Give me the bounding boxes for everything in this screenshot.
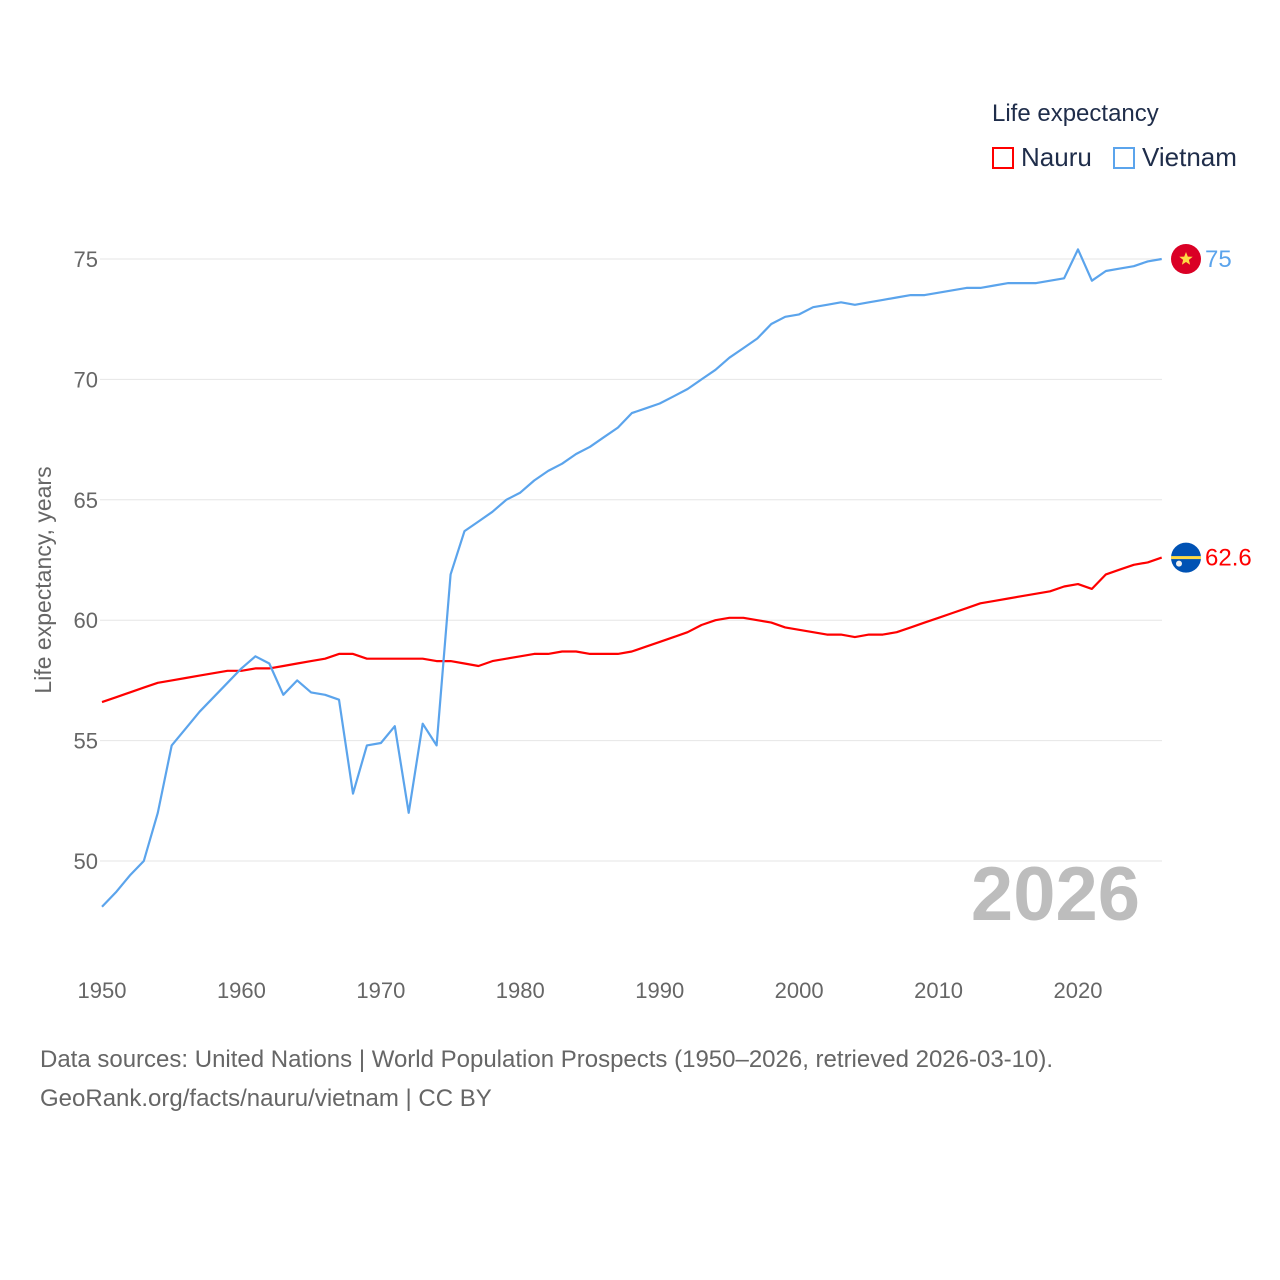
- flag-vietnam-icon: [1171, 244, 1201, 274]
- y-tick-label: 50: [74, 849, 98, 874]
- legend-label: Vietnam: [1142, 142, 1237, 172]
- end-value-label-vietnam: 75: [1205, 246, 1232, 273]
- legend-item-vietnam[interactable]: Vietnam: [1113, 142, 1237, 173]
- year-watermark: 2026: [971, 852, 1140, 937]
- legend-swatch-vietnam: [1113, 146, 1135, 169]
- x-tick-label: 1980: [496, 978, 545, 1003]
- y-tick-label: 70: [74, 367, 98, 392]
- y-tick-label: 60: [74, 608, 98, 633]
- flag-nauru-icon: [1171, 542, 1201, 573]
- y-tick-label: 55: [74, 729, 98, 754]
- x-tick-label: 1990: [635, 978, 684, 1003]
- footer-attribution[interactable]: GeoRank.org/facts/nauru/vietnam | CC BY: [40, 1085, 492, 1112]
- y-tick-label: 65: [74, 488, 98, 513]
- x-tick-label: 1950: [78, 978, 127, 1003]
- y-axis-label: Life expectancy, years: [30, 466, 56, 693]
- legend-title: Life expectancy: [992, 100, 1159, 127]
- x-tick-label: 2000: [775, 978, 824, 1003]
- legend-label: Nauru: [1021, 142, 1092, 172]
- x-tick-label: 2020: [1054, 978, 1103, 1003]
- x-tick-label: 1960: [217, 978, 266, 1003]
- legend-item-nauru[interactable]: Nauru: [992, 142, 1092, 173]
- end-value-label-nauru: 62.6: [1205, 545, 1252, 572]
- y-tick-label: 75: [74, 247, 98, 272]
- x-tick-label: 2010: [914, 978, 963, 1003]
- legend-swatch-nauru: [992, 146, 1014, 169]
- x-tick-label: 1970: [356, 978, 405, 1003]
- series-line-nauru[interactable]: [101, 556, 1163, 704]
- series-line-vietnam[interactable]: [101, 248, 1162, 908]
- footer-sources: Data sources: United Nations | World Pop…: [40, 1046, 1054, 1073]
